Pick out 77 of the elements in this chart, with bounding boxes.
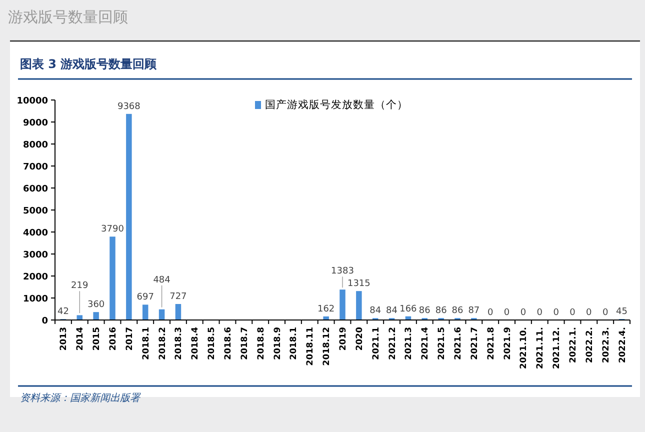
x-tick-label: 2018.1 xyxy=(141,326,152,360)
data-label: 0 xyxy=(602,308,608,318)
x-tick-label: 2018.2 xyxy=(158,326,168,360)
y-tick-label: 10000 xyxy=(16,96,48,106)
x-tick-label: 2013 xyxy=(59,326,70,351)
y-tick-label: 7000 xyxy=(22,162,48,172)
x-tick-label: 2021.6 xyxy=(454,326,464,360)
data-label: 219 xyxy=(71,281,88,292)
x-tick-label: 2020 xyxy=(354,326,365,351)
data-label: 84 xyxy=(370,306,382,316)
x-tick-label: 2021.2 xyxy=(388,326,398,360)
x-tick-label: 2021.5 xyxy=(437,326,448,360)
data-label: 3790 xyxy=(101,224,124,235)
x-tick-label: 2018.5 xyxy=(207,326,218,360)
x-tick-label: 2018.11 xyxy=(306,326,316,366)
x-tick-label: 2021.7 xyxy=(470,326,480,360)
x-tick-label: 2018.4 xyxy=(190,326,201,360)
x-tick-label: 2021.4 xyxy=(420,326,431,360)
x-tick-label: 2018.6 xyxy=(224,326,234,360)
y-tick-label: 8000 xyxy=(22,140,48,150)
chart-title: 图表 3 游戏版号数量回顾 xyxy=(20,57,158,71)
x-tick-label: 2022.3. xyxy=(601,327,612,364)
x-tick-label: 2021.10. xyxy=(519,327,530,369)
x-tick-label: 2019 xyxy=(338,326,348,351)
x-tick-label: 2022.2. xyxy=(584,327,595,364)
y-tick-label: 1000 xyxy=(22,294,48,304)
data-label: 1383 xyxy=(331,266,354,277)
x-tick-label: 2018.12 xyxy=(322,326,332,366)
x-tick-label: 2014 xyxy=(76,326,86,351)
x-tick-label: 2021.8 xyxy=(486,326,496,360)
data-label: 0 xyxy=(536,308,543,318)
y-tick-label: 3000 xyxy=(22,250,48,260)
data-label: 87 xyxy=(468,306,480,316)
x-tick-label: 2021.1 xyxy=(371,326,382,360)
x-tick-label: 2022.4. xyxy=(618,327,628,364)
data-label: 86 xyxy=(418,306,431,316)
data-label: 697 xyxy=(136,292,154,303)
data-label: 0 xyxy=(586,308,592,318)
x-tick-label: 2018.9 xyxy=(272,326,283,360)
y-tick-label: 2000 xyxy=(22,272,48,282)
data-label: 727 xyxy=(170,292,187,302)
y-tick-label: 0 xyxy=(42,316,48,326)
data-label: 0 xyxy=(504,308,510,318)
data-label: 484 xyxy=(153,275,171,286)
y-tick-label: 9000 xyxy=(22,118,48,128)
data-label: 360 xyxy=(87,300,105,310)
legend-label: 国产游戏版号发放数量（个） xyxy=(265,98,408,111)
data-label: 86 xyxy=(435,306,448,316)
x-tick-label: 2021.11. xyxy=(536,327,546,369)
data-label: 42 xyxy=(57,307,69,318)
data-label: 0 xyxy=(520,308,526,318)
x-tick-label: 2021.9 xyxy=(502,326,513,360)
x-tick-label: 2018.8 xyxy=(256,326,266,360)
data-label: 0 xyxy=(553,308,560,318)
x-tick-label: 2021.12. xyxy=(552,327,562,369)
data-label: 0 xyxy=(487,308,494,318)
data-label: 45 xyxy=(616,307,628,318)
x-tick-label: 2015 xyxy=(92,326,102,351)
chart-subtitle: 游戏版号数量回顾 xyxy=(8,8,128,26)
data-label: 84 xyxy=(386,306,398,316)
data-label: 162 xyxy=(317,304,335,314)
text: 资料来源：国家新闻出版署 xyxy=(20,392,141,404)
x-tick-label: 2018.7 xyxy=(240,326,250,360)
x-tick-label: 2022.1. xyxy=(568,327,578,364)
x-tick-label: 2018.3 xyxy=(174,326,184,360)
data-label: 166 xyxy=(400,304,418,314)
data-label: 1315 xyxy=(347,279,370,290)
data-label: 0 xyxy=(570,308,576,318)
x-tick-label: 2017 xyxy=(124,326,135,351)
x-tick-label: 2016 xyxy=(108,326,118,351)
data-label: 9368 xyxy=(117,102,141,112)
y-tick-label: 4000 xyxy=(22,228,48,238)
y-tick-label: 5000 xyxy=(22,206,48,216)
x-tick-label: 2018.1 xyxy=(289,326,300,360)
x-tick-label: 2021.3 xyxy=(404,326,414,360)
data-label: 86 xyxy=(452,306,464,316)
y-tick-label: 6000 xyxy=(22,184,48,194)
